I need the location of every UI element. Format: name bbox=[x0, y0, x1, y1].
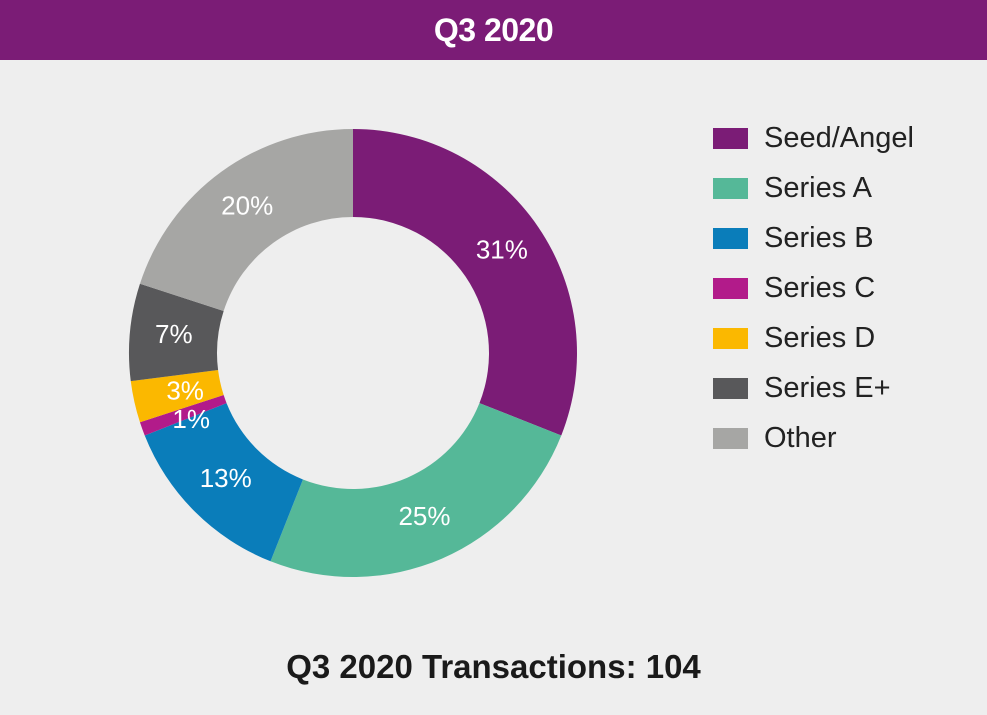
legend-swatch-series-c bbox=[713, 277, 748, 299]
slice-label-series-e: 7% bbox=[155, 319, 193, 349]
legend-swatch-series-a bbox=[713, 177, 748, 199]
legend-label-series-c: Series C bbox=[764, 271, 876, 304]
slice-label-seed-angel: 31% bbox=[476, 235, 528, 265]
legend-swatch-other bbox=[713, 427, 748, 449]
legend-swatch-series-e bbox=[713, 377, 748, 399]
legend-item-series-a: Series A bbox=[713, 163, 914, 213]
slice-label-series-a: 25% bbox=[398, 501, 450, 531]
chart-header: Q3 2020 bbox=[0, 0, 987, 60]
legend-item-other: Other bbox=[713, 413, 914, 463]
transactions-caption: Q3 2020 Transactions: 104 bbox=[286, 648, 701, 685]
slice-label-series-d: 3% bbox=[166, 375, 204, 405]
legend-label-seed-angel: Seed/Angel bbox=[764, 121, 914, 154]
slice-seed-angel bbox=[353, 129, 577, 436]
legend-item-series-d: Series D bbox=[713, 313, 914, 363]
donut-chart: 31% 25% 13% 1%3% 7% 20% bbox=[129, 129, 577, 577]
legend-swatch-series-d bbox=[713, 327, 748, 349]
legend-item-series-c: Series C bbox=[713, 263, 914, 313]
slice-series-e bbox=[129, 283, 224, 382]
slice-label-series-b: 13% bbox=[200, 463, 252, 493]
legend-swatch-series-b bbox=[713, 227, 748, 249]
slice-other bbox=[139, 129, 353, 311]
slice-series-d bbox=[130, 370, 224, 423]
chart-legend: Seed/Angel Series A Series B Series C Series… bbox=[713, 113, 914, 463]
legend-label-series-d: Series D bbox=[764, 321, 876, 354]
legend-label-series-a: Series A bbox=[764, 171, 872, 204]
legend-label-series-e: Series E+ bbox=[764, 371, 891, 404]
legend-label-series-b: Series B bbox=[764, 221, 874, 254]
slice-series-c bbox=[139, 395, 227, 436]
slice-series-b bbox=[144, 403, 303, 562]
slice-series-a bbox=[270, 403, 562, 577]
slice-label-series-c: 1% bbox=[172, 404, 210, 434]
legend-item-series-e: Series E+ bbox=[713, 363, 914, 413]
legend-item-series-b: Series B bbox=[713, 213, 914, 263]
legend-item-seed-angel: Seed/Angel bbox=[713, 113, 914, 163]
legend-label-other: Other bbox=[764, 421, 837, 454]
chart-title: Q3 2020 bbox=[433, 11, 554, 48]
slice-label-other: 20% bbox=[221, 190, 273, 220]
legend-swatch-seed-angel bbox=[713, 127, 748, 149]
